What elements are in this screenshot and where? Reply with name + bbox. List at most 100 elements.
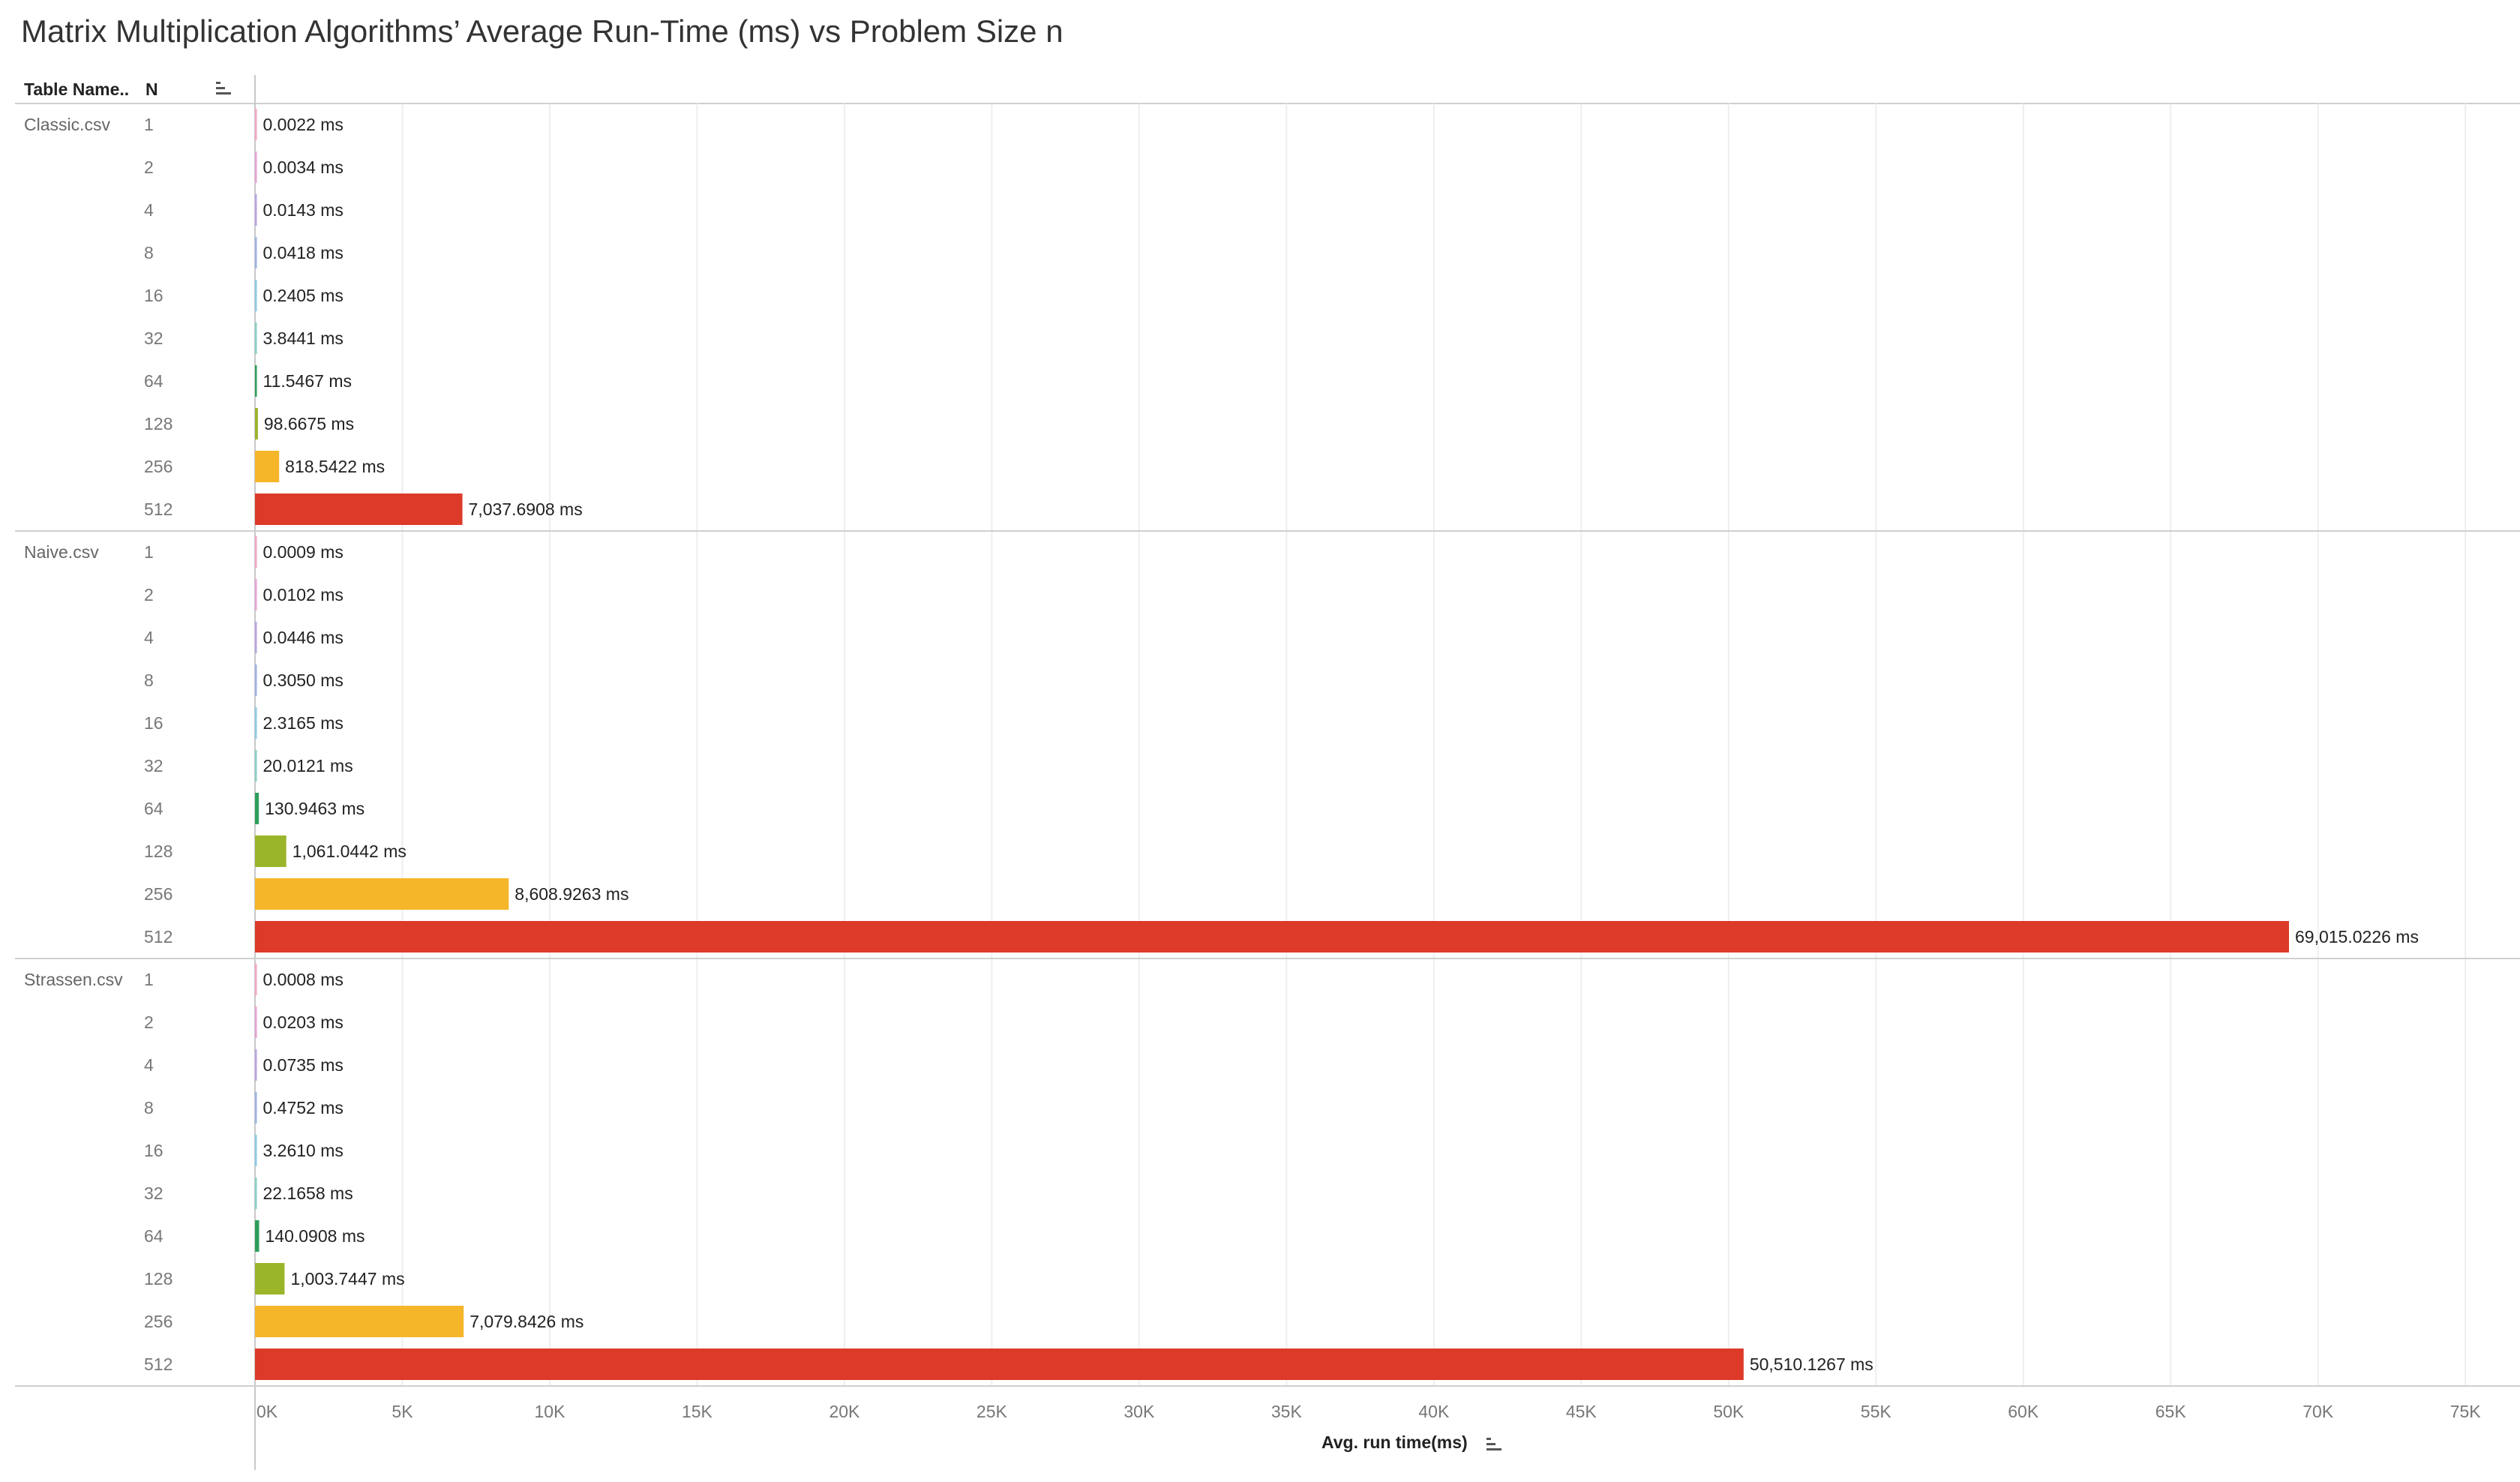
axis-sort-icon[interactable] bbox=[1485, 1436, 1503, 1454]
x-tick-label: 20K bbox=[829, 1402, 860, 1421]
data-label: 1,003.7447 ms bbox=[290, 1269, 404, 1288]
category-label: 128 bbox=[144, 1269, 172, 1288]
data-label: 11.5467 ms bbox=[263, 371, 352, 391]
x-tick-label: 10K bbox=[534, 1402, 566, 1421]
bar bbox=[255, 579, 257, 610]
data-label: 0.0143 ms bbox=[263, 200, 344, 220]
bar bbox=[255, 1006, 257, 1038]
category-label: 4 bbox=[144, 200, 154, 220]
data-label: 0.0034 ms bbox=[263, 158, 344, 177]
category-label: 2 bbox=[144, 1012, 154, 1032]
bar bbox=[255, 365, 257, 397]
category-label: 8 bbox=[144, 243, 154, 262]
category-label: 64 bbox=[144, 371, 164, 391]
data-label: 0.0008 ms bbox=[263, 970, 344, 989]
data-label: 7,037.6908 ms bbox=[469, 500, 583, 519]
bar bbox=[255, 878, 509, 910]
data-label: 0.3050 ms bbox=[263, 670, 344, 690]
category-label: 32 bbox=[144, 756, 164, 776]
category-label: 16 bbox=[144, 713, 164, 733]
bar bbox=[255, 836, 286, 867]
category-label: 16 bbox=[144, 286, 164, 305]
category-label: 128 bbox=[144, 842, 172, 861]
n-header[interactable]: N bbox=[146, 80, 158, 99]
bar bbox=[255, 280, 257, 311]
bar bbox=[255, 1348, 1744, 1380]
category-label: 32 bbox=[144, 328, 164, 348]
bar bbox=[255, 1263, 285, 1294]
data-label: 0.2405 ms bbox=[263, 286, 344, 305]
data-label: 130.9463 ms bbox=[265, 799, 364, 818]
bar bbox=[255, 664, 257, 696]
group-label: Strassen.csv bbox=[24, 970, 123, 989]
sort-icon[interactable] bbox=[214, 80, 232, 98]
data-label: 0.0009 ms bbox=[263, 542, 344, 562]
x-tick-label: 75K bbox=[2450, 1402, 2482, 1421]
x-tick-label: 35K bbox=[1271, 1402, 1303, 1421]
x-tick-label: 55K bbox=[1861, 1402, 1892, 1421]
category-label: 1 bbox=[144, 115, 154, 134]
data-label: 140.0908 ms bbox=[266, 1226, 365, 1246]
category-label: 128 bbox=[144, 414, 172, 434]
category-label: 1 bbox=[144, 542, 154, 562]
x-tick-label: 25K bbox=[976, 1402, 1008, 1421]
group-label: Classic.csv bbox=[24, 115, 111, 134]
x-tick-label: 15K bbox=[682, 1402, 713, 1421]
bar bbox=[255, 1092, 257, 1124]
bar bbox=[255, 1178, 257, 1209]
bar bbox=[255, 494, 463, 525]
x-axis-title: Avg. run time(ms) bbox=[1322, 1432, 1468, 1452]
category-label: 2 bbox=[144, 158, 154, 177]
data-label: 0.0418 ms bbox=[263, 243, 344, 262]
data-label: 7,079.8426 ms bbox=[470, 1312, 584, 1331]
category-label: 512 bbox=[144, 500, 172, 519]
data-label: 0.0446 ms bbox=[263, 628, 344, 647]
data-label: 0.0203 ms bbox=[263, 1012, 344, 1032]
bar bbox=[255, 451, 280, 482]
category-label: 64 bbox=[144, 1226, 164, 1246]
data-label: 8,608.9263 ms bbox=[514, 884, 628, 904]
data-label: 2.3165 ms bbox=[263, 713, 344, 733]
category-label: 8 bbox=[144, 670, 154, 690]
data-label: 50,510.1267 ms bbox=[1750, 1354, 1874, 1374]
bar bbox=[255, 1135, 257, 1166]
category-label: 2 bbox=[144, 585, 154, 604]
data-label: 22.1658 ms bbox=[263, 1184, 353, 1203]
table-name-header[interactable]: Table Name.. bbox=[24, 80, 130, 99]
data-label: 69,015.0226 ms bbox=[2295, 927, 2419, 946]
x-tick-label: 65K bbox=[2156, 1402, 2187, 1421]
data-label: 0.0735 ms bbox=[263, 1055, 344, 1075]
bar bbox=[255, 237, 257, 268]
bar bbox=[255, 194, 257, 226]
x-tick-label: 45K bbox=[1566, 1402, 1598, 1421]
x-tick-label: 60K bbox=[2008, 1402, 2039, 1421]
data-label: 0.0102 ms bbox=[263, 585, 344, 604]
x-tick-label: 0K bbox=[256, 1402, 278, 1421]
bar bbox=[255, 622, 257, 653]
category-label: 256 bbox=[144, 457, 172, 476]
data-label: 98.6675 ms bbox=[264, 414, 354, 434]
category-label: 4 bbox=[144, 628, 154, 647]
bar bbox=[255, 152, 257, 183]
bar bbox=[255, 750, 257, 782]
bar bbox=[255, 1306, 464, 1337]
data-label: 0.4752 ms bbox=[263, 1098, 344, 1118]
bar bbox=[255, 1049, 257, 1081]
x-tick-label: 70K bbox=[2302, 1402, 2334, 1421]
category-label: 512 bbox=[144, 927, 172, 946]
bar bbox=[255, 1220, 260, 1252]
bar bbox=[255, 536, 257, 568]
data-label: 3.2610 ms bbox=[263, 1141, 344, 1160]
category-label: 1 bbox=[144, 970, 154, 989]
x-tick-label: 30K bbox=[1124, 1402, 1155, 1421]
bar bbox=[255, 109, 257, 140]
bar bbox=[255, 964, 257, 995]
bar bbox=[255, 707, 257, 739]
bar bbox=[255, 921, 2290, 952]
x-tick-label: 40K bbox=[1418, 1402, 1450, 1421]
data-label: 1,061.0442 ms bbox=[292, 842, 406, 861]
x-tick-label: 50K bbox=[1713, 1402, 1744, 1421]
category-label: 256 bbox=[144, 1312, 172, 1331]
category-label: 32 bbox=[144, 1184, 164, 1203]
